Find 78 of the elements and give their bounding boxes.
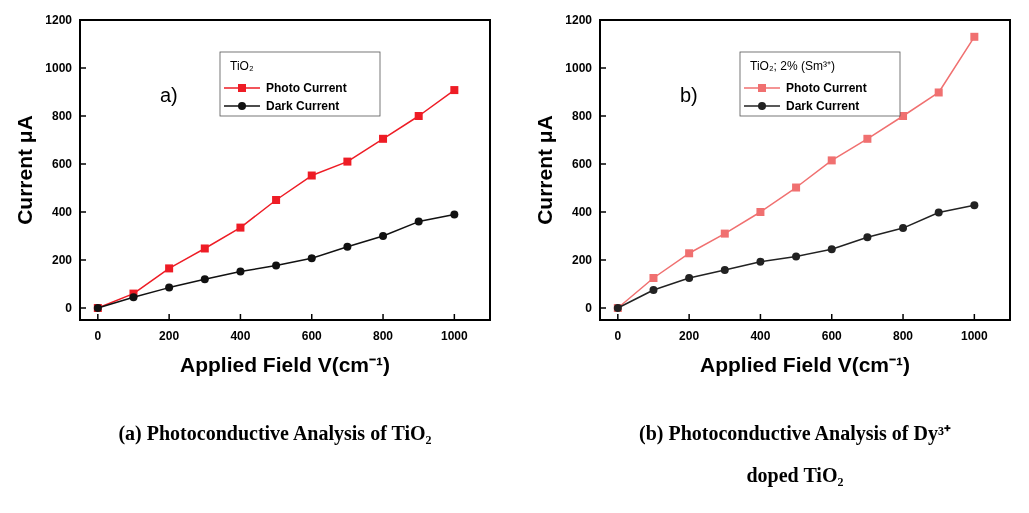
legend-label: Dark Current	[266, 99, 340, 113]
y-tick-label: 0	[65, 301, 73, 315]
y-tick-label: 600	[571, 157, 593, 171]
x-tick-label: 1000	[441, 329, 469, 343]
y-axis-title: Current μA	[13, 115, 36, 225]
y-tick-label: 400	[571, 205, 593, 219]
point	[756, 208, 765, 216]
point	[129, 293, 138, 302]
point	[863, 233, 872, 242]
x-tick-label: 1000	[961, 329, 989, 343]
point	[827, 245, 836, 254]
y-tick-label: 200	[571, 253, 593, 267]
x-tick-label: 600	[821, 329, 843, 343]
point	[379, 232, 388, 240]
y-tick-label: 600	[51, 157, 73, 171]
point	[200, 275, 209, 284]
point	[307, 254, 316, 263]
point	[379, 134, 388, 143]
point	[934, 208, 943, 217]
point	[450, 210, 459, 219]
point	[414, 217, 423, 226]
y-tick-label: 0	[585, 301, 593, 315]
legend-title: TiO₂; 2% (Sm³⁺)	[750, 59, 835, 73]
annotation: a)	[160, 84, 178, 106]
point	[685, 249, 694, 258]
x-tick-label: 400	[230, 329, 251, 343]
text: (a) Photoconductive Analysis of TiO₂	[118, 422, 432, 445]
x-axis-title: Applied Field V(cm⁻¹)	[179, 353, 391, 376]
point	[236, 223, 245, 232]
point	[720, 266, 729, 275]
y-tick-label: 1000	[565, 61, 593, 75]
point	[934, 88, 943, 97]
point	[685, 274, 694, 282]
x-tick-label: 600	[301, 329, 323, 343]
legend-label: Dark Current	[786, 99, 860, 113]
point	[343, 242, 352, 251]
annotation: b)	[680, 84, 698, 106]
point	[165, 283, 174, 292]
y-tick-label: 400	[51, 205, 73, 219]
point	[792, 252, 801, 261]
point	[272, 196, 281, 204]
x-tick-label: 800	[373, 329, 394, 343]
legend-label: Photo Current	[786, 81, 867, 95]
point	[863, 134, 872, 143]
point	[165, 264, 174, 273]
point	[307, 171, 316, 180]
point	[236, 267, 245, 276]
y-tick-label: 800	[51, 109, 73, 123]
point	[649, 274, 658, 282]
x-tick-label: 0	[94, 329, 102, 343]
y-tick-label: 200	[51, 253, 73, 267]
point	[827, 156, 836, 165]
x-tick-label: 0	[614, 329, 622, 343]
point	[792, 183, 801, 192]
y-tick-label: 1000	[45, 61, 73, 75]
y-tick-label: 800	[571, 109, 593, 123]
x-tick-label: 400	[750, 329, 771, 343]
y-tick-label: 1200	[565, 13, 593, 27]
point	[450, 86, 459, 95]
point	[649, 286, 658, 294]
x-tick-label: 800	[893, 329, 914, 343]
point	[899, 224, 908, 233]
point	[970, 201, 979, 210]
point	[200, 244, 209, 253]
x-tick-label: 200	[679, 329, 700, 343]
y-axis-title: Current μA	[533, 115, 556, 225]
legend-title: TiO₂	[230, 59, 254, 73]
point	[414, 112, 423, 120]
x-axis-title: Applied Field V(cm⁻¹)	[699, 353, 911, 376]
point	[970, 32, 979, 41]
point	[272, 261, 281, 270]
point	[720, 229, 729, 238]
x-tick-label: 200	[159, 329, 180, 343]
legend-label: Photo Current	[266, 81, 347, 95]
text: (b) Photoconductive Analysis of Dy³⁺ doped TiO₂	[639, 422, 951, 487]
point	[343, 157, 352, 166]
y-tick-label: 1200	[45, 13, 73, 27]
point	[756, 257, 765, 266]
